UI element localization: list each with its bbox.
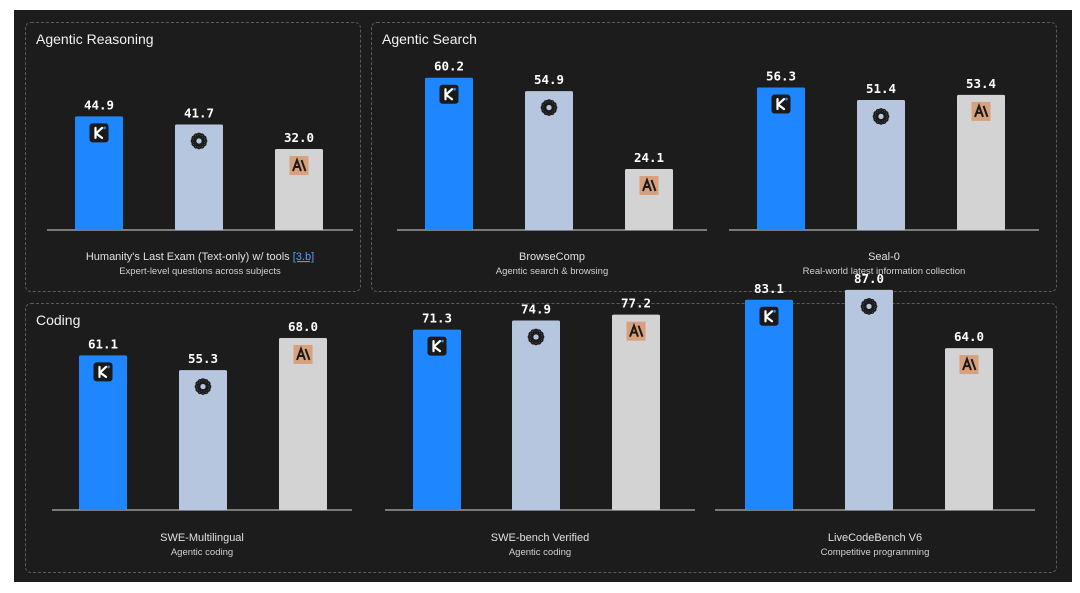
bar-kimi bbox=[79, 355, 127, 510]
data-label-anthropic: 53.4 bbox=[966, 76, 996, 91]
bar-anthropic bbox=[612, 314, 660, 510]
section-title: Agentic Search bbox=[382, 31, 477, 47]
section-title: Coding bbox=[36, 312, 81, 328]
kimi-k-logo-icon bbox=[759, 306, 779, 326]
kimi-k-logo-icon bbox=[771, 94, 791, 114]
bar-anthropic bbox=[279, 337, 327, 510]
data-label-kimi: 56.3 bbox=[766, 69, 796, 84]
bar-anthropic bbox=[945, 348, 993, 510]
chart-5: 83.1 87.0 64.0 LiveCodeBench V6 Competitive … bbox=[715, 271, 1035, 558]
data-label-openai: 55.3 bbox=[188, 351, 218, 366]
chart-3: 61.1 55.3 68.0 SWE-Multilingual Agentic codi… bbox=[52, 319, 352, 558]
data-label-openai: 54.9 bbox=[534, 72, 564, 87]
data-label-anthropic: 68.0 bbox=[288, 319, 318, 334]
bar-anthropic bbox=[625, 169, 673, 230]
kimi-k-logo-icon bbox=[93, 362, 113, 382]
openai-logo-icon bbox=[527, 328, 545, 346]
bar-anthropic bbox=[957, 94, 1005, 230]
bar-openai bbox=[175, 124, 223, 230]
reference-link[interactable]: [3.b] bbox=[293, 251, 314, 263]
data-label-kimi: 83.1 bbox=[754, 281, 784, 296]
anthropic-logo-icon bbox=[626, 321, 646, 341]
benchmark-figure: Agentic Reasoning Agentic Search Coding … bbox=[14, 10, 1072, 582]
benchmark-label: Humanity's Last Exam (Text-only) w/ tool… bbox=[86, 251, 314, 263]
bar-kimi bbox=[745, 299, 793, 510]
openai-logo-icon bbox=[860, 298, 878, 315]
data-label-anthropic: 24.1 bbox=[634, 150, 664, 165]
data-label-anthropic: 32.0 bbox=[284, 130, 314, 145]
benchmark-label: LiveCodeBench V6 bbox=[828, 532, 922, 544]
data-label-anthropic: 77.2 bbox=[621, 296, 651, 311]
openai-logo-icon bbox=[872, 108, 890, 125]
data-label-openai: 51.4 bbox=[866, 81, 896, 96]
anthropic-logo-icon bbox=[971, 101, 991, 121]
bar-kimi bbox=[75, 116, 123, 230]
kimi-k-logo-icon bbox=[439, 84, 459, 104]
data-label-kimi: 61.1 bbox=[88, 336, 118, 351]
kimi-k-logo-icon bbox=[89, 123, 109, 143]
kimi-k-logo-icon bbox=[427, 336, 447, 356]
benchmark-subtitle: Competitive programming bbox=[821, 547, 930, 558]
anthropic-logo-icon bbox=[639, 176, 659, 196]
bar-kimi bbox=[413, 329, 461, 510]
anthropic-logo-icon bbox=[289, 156, 309, 176]
chart-0: 44.9 41.7 32.0 Humanity's Last Exam (Text-o… bbox=[47, 97, 353, 277]
bar-kimi bbox=[757, 87, 805, 230]
bar-anthropic bbox=[275, 149, 323, 230]
benchmark-subtitle: Agentic coding bbox=[509, 547, 571, 558]
chart-1: 60.2 54.9 24.1 BrowseComp Agentic search & b… bbox=[397, 59, 707, 277]
section-title: Agentic Reasoning bbox=[36, 31, 154, 47]
bar-openai bbox=[512, 320, 560, 510]
benchmark-label: Seal-0 bbox=[868, 251, 900, 263]
openai-logo-icon bbox=[540, 99, 558, 116]
panel-coding: Coding bbox=[25, 303, 1057, 573]
anthropic-logo-icon bbox=[293, 344, 313, 364]
data-label-kimi: 71.3 bbox=[422, 311, 452, 326]
panel-agentic-reasoning: Agentic Reasoning bbox=[25, 22, 361, 292]
openai-logo-icon bbox=[194, 378, 212, 395]
chart-2: 56.3 51.4 53.4 Seal-0 Real-world latest info… bbox=[729, 69, 1039, 277]
benchmark-label: BrowseComp bbox=[519, 251, 585, 263]
chart-4: 71.3 74.9 77.2 SWE-bench Verified Agentic co… bbox=[385, 296, 695, 558]
openai-logo-icon bbox=[190, 132, 208, 150]
data-label-openai: 87.0 bbox=[854, 271, 884, 286]
benchmark-subtitle: Expert-level questions across subjects bbox=[119, 266, 281, 277]
bar-openai bbox=[857, 99, 905, 230]
bar-openai bbox=[179, 370, 227, 510]
benchmark-label: SWE-Multilingual bbox=[160, 532, 244, 544]
data-label-kimi: 60.2 bbox=[434, 59, 464, 74]
anthropic-logo-icon bbox=[959, 355, 979, 375]
bar-openai bbox=[525, 91, 573, 230]
benchmark-label: SWE-bench Verified bbox=[491, 532, 589, 544]
data-label-openai: 41.7 bbox=[184, 105, 214, 120]
bar-openai bbox=[845, 289, 893, 510]
bar-kimi bbox=[425, 77, 473, 230]
data-label-kimi: 44.9 bbox=[84, 97, 114, 112]
data-label-openai: 74.9 bbox=[521, 302, 551, 317]
panel-agentic-search: Agentic Search bbox=[371, 22, 1057, 292]
benchmark-subtitle: Real-world latest information collection bbox=[803, 266, 966, 277]
data-label-anthropic: 64.0 bbox=[954, 329, 984, 344]
benchmark-subtitle: Agentic search & browsing bbox=[496, 266, 608, 277]
benchmark-subtitle: Agentic coding bbox=[171, 547, 233, 558]
